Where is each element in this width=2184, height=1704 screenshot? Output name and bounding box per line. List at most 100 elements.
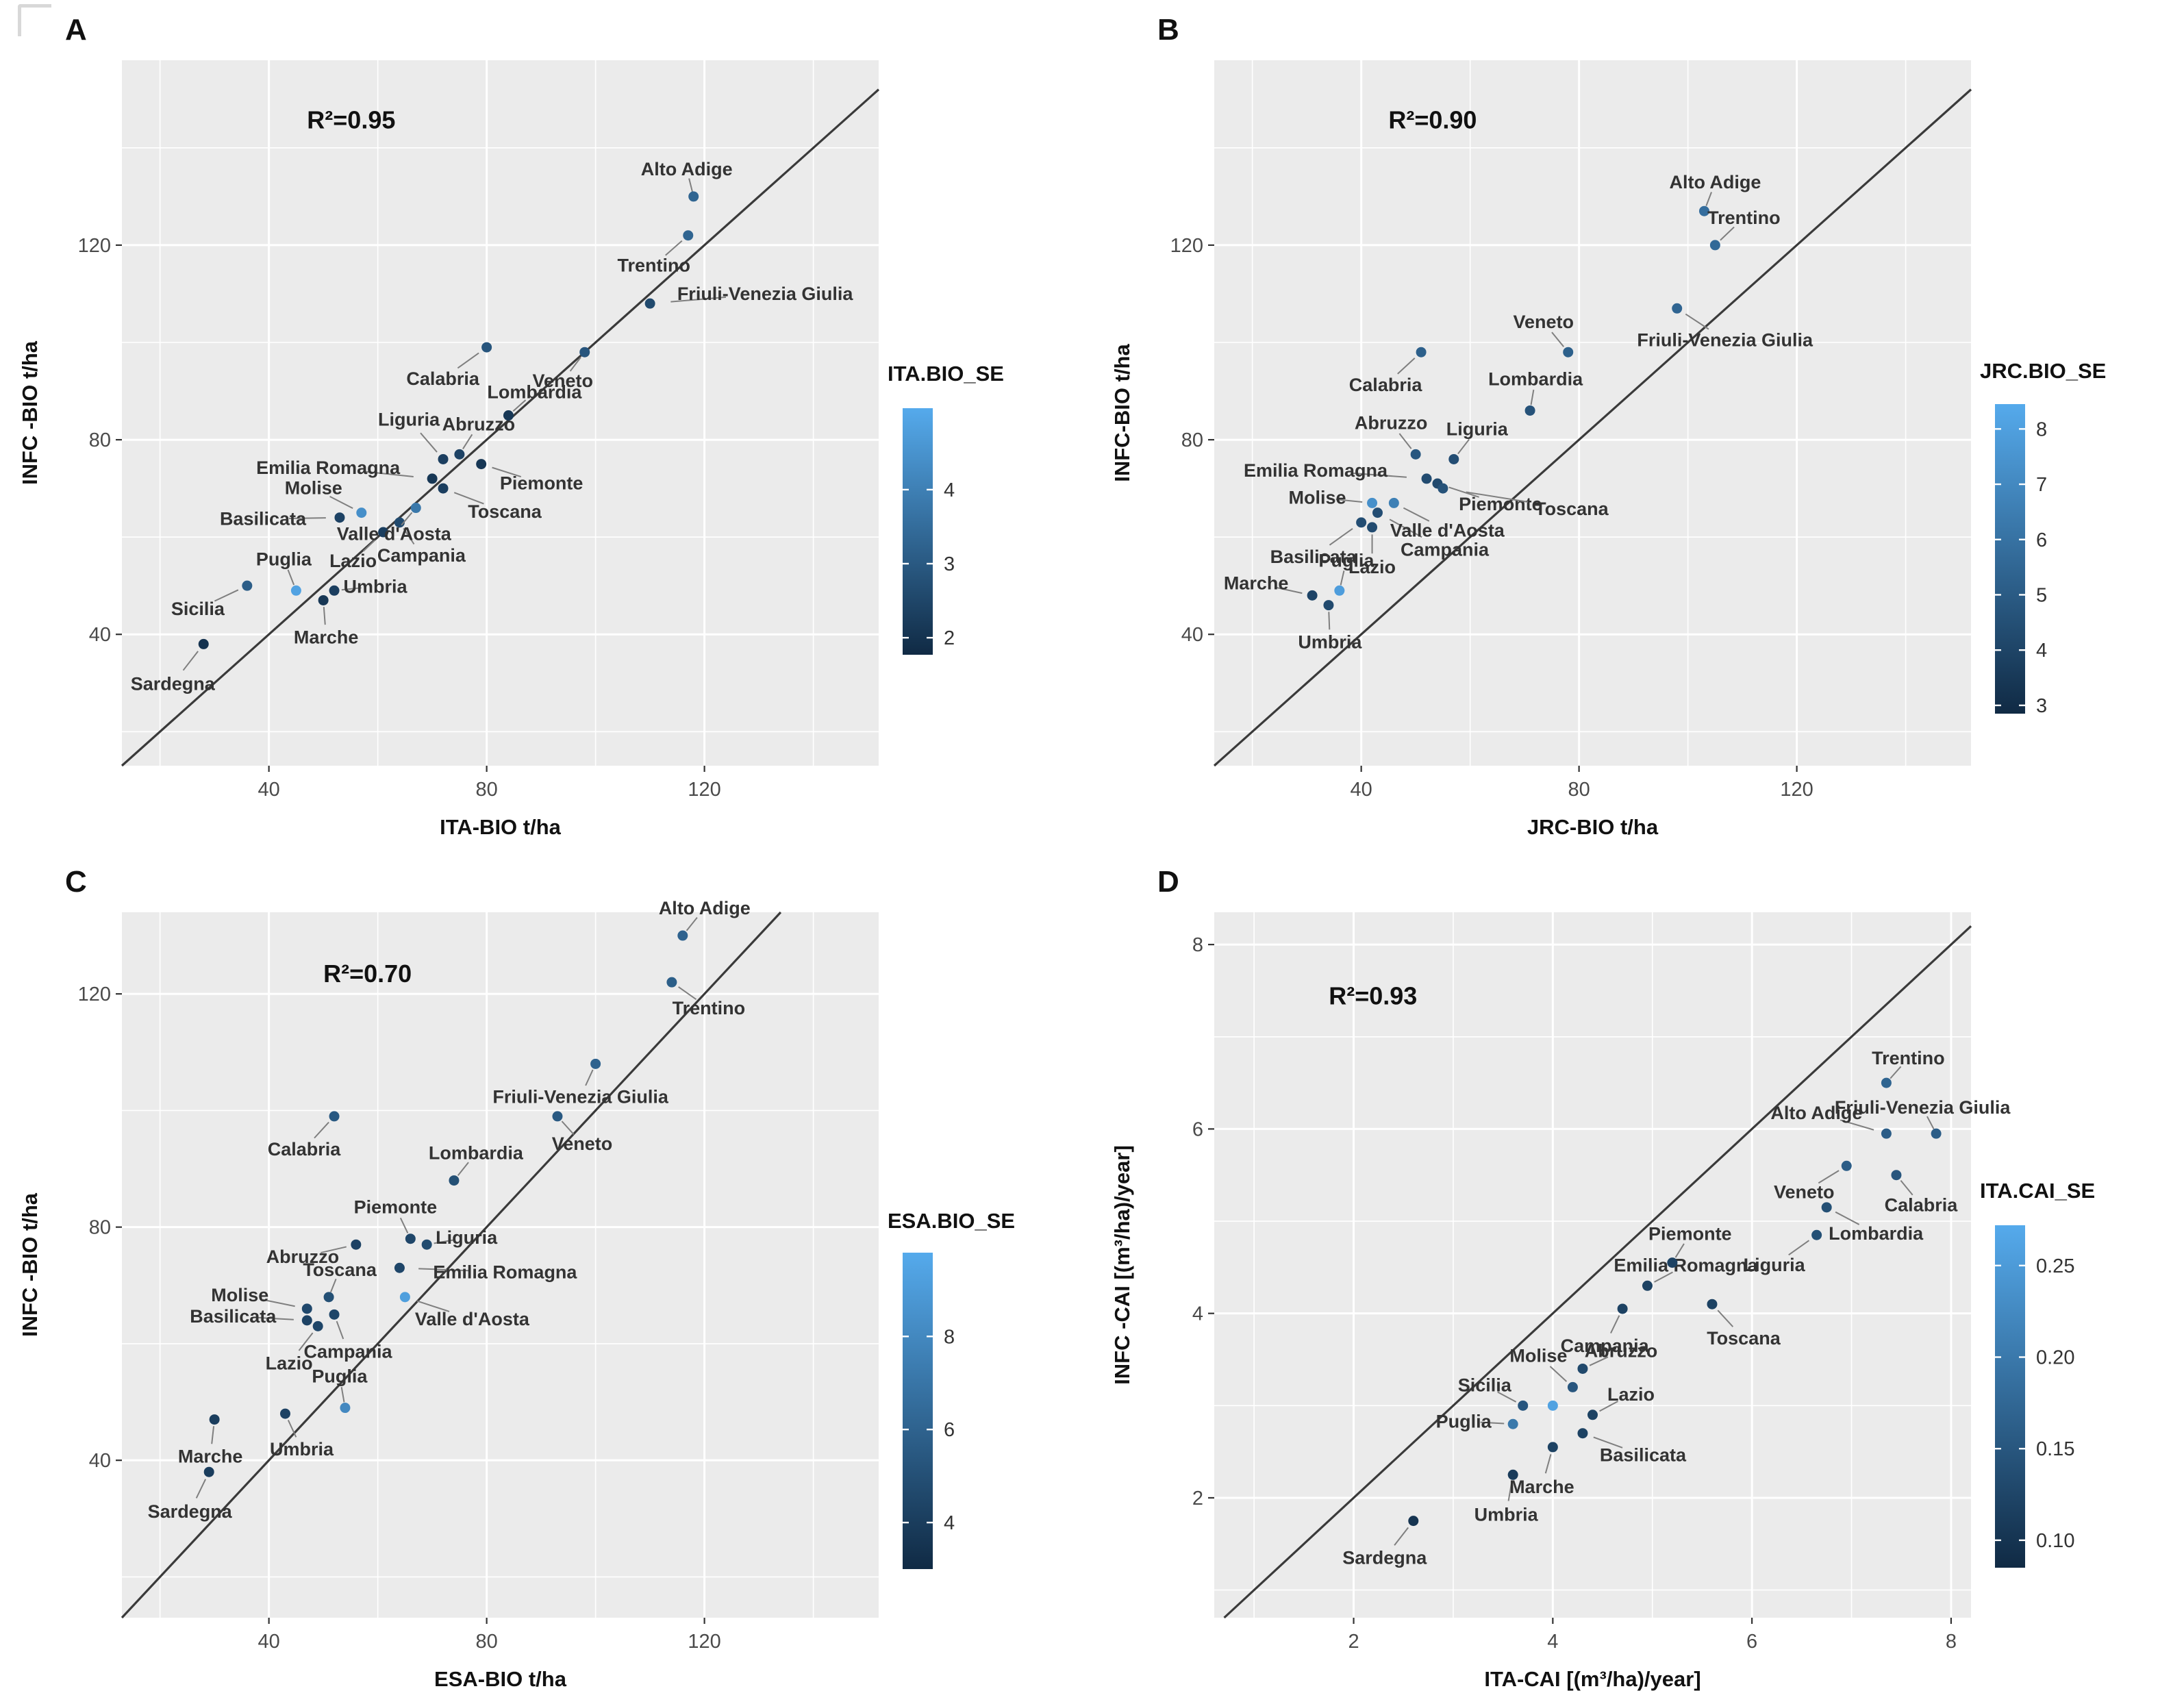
data-point-liguria [438, 453, 449, 464]
legend-tick-label: 3 [944, 553, 955, 575]
point-label: Trentino [618, 255, 691, 276]
data-point-lazio [312, 1320, 323, 1331]
label-leader-line [401, 512, 413, 526]
data-point-abruzzo [1577, 1363, 1588, 1374]
data-point-umbria [1323, 600, 1334, 611]
data-point-abruzzo [454, 449, 465, 460]
data-point-veneto [1563, 347, 1574, 358]
point-label: Piemonte [1459, 494, 1542, 514]
x-tick-label: 4 [1547, 1631, 1558, 1653]
label-leader-line [1900, 1180, 1913, 1196]
y-tick-label: 120 [78, 983, 111, 1005]
label-leader-line [321, 1246, 347, 1254]
label-leader-line [1544, 1454, 1552, 1474]
label-leader-line [258, 1316, 294, 1320]
x-tick-label: 8 [1946, 1631, 1957, 1653]
label-leader-line [287, 569, 295, 586]
point-label: Umbria [1474, 1504, 1539, 1525]
label-leader-line [262, 1299, 295, 1307]
legend-colorbar [903, 408, 933, 655]
data-point-puglia [1507, 1418, 1518, 1429]
point-label: Campania [304, 1341, 393, 1362]
plot-background [122, 912, 879, 1618]
label-leader-line [1890, 1066, 1902, 1079]
data-point-sardegna [198, 638, 209, 649]
data-point-campania [1372, 508, 1383, 518]
legend-tick-label: 0.20 [2036, 1347, 2074, 1369]
y-tick-label: 80 [1181, 429, 1203, 451]
x-tick-label: 120 [1780, 779, 1813, 801]
label-leader-line [434, 1239, 453, 1244]
label-leader-line [1530, 389, 1535, 405]
identity-line [121, 911, 782, 1619]
legend-colorbar [1995, 1225, 2025, 1568]
point-label: Emilia Romagna [433, 1262, 577, 1282]
panel-letter: B [1157, 13, 1179, 47]
label-leader-line [1549, 1366, 1568, 1382]
data-point-calabria [1891, 1170, 1902, 1181]
point-label: Abruzzo [442, 414, 515, 434]
label-leader-line [1840, 1119, 1874, 1131]
data-point-marche [209, 1414, 220, 1425]
point-label: Lombardia [1488, 368, 1583, 389]
point-label: Friuli-Venezia Giulia [1835, 1097, 2011, 1118]
point-label: Umbria [270, 1439, 334, 1459]
point-label: Toscana [1707, 1328, 1781, 1349]
panel-letter: D [1157, 865, 1179, 899]
data-point-emilia-romagna [427, 473, 438, 484]
data-point-piemonte [405, 1233, 416, 1244]
data-point-trentino [683, 230, 694, 241]
point-label: Sardegna [148, 1501, 233, 1522]
legend-tick-label: 8 [2036, 418, 2047, 440]
point-label: Emilia Romagna [256, 458, 401, 478]
data-point-alto-adige [1881, 1128, 1892, 1139]
label-leader-line [211, 1426, 215, 1444]
panel-A-chart: A R²=0.95 40 80 120 40 80 120 ITA-BIO t/ha INFC -… [18, 13, 1004, 839]
label-leader-line [1497, 1391, 1517, 1403]
data-point-lombardia [503, 410, 514, 421]
label-leader-line [329, 495, 353, 510]
point-label: Alto Adige [1669, 172, 1761, 192]
point-label: Liguria [1744, 1255, 1806, 1275]
r-squared-label: R²=0.95 [307, 105, 395, 134]
legend-colorbar [903, 1253, 933, 1569]
point-label: Trentino [1707, 208, 1781, 228]
data-point-molise [301, 1303, 312, 1314]
label-leader-line [670, 296, 727, 303]
label-leader-line [336, 1320, 344, 1340]
point-label: Calabria [1885, 1195, 1959, 1216]
data-point-valle-d-aosta [399, 1292, 410, 1303]
point-label: Campania [1561, 1336, 1650, 1356]
point-label: Campania [1401, 540, 1490, 560]
data-point-puglia [290, 585, 301, 596]
legend-colorbar [1995, 404, 2025, 714]
data-point-friuli-venezia-giulia [1672, 303, 1683, 314]
data-point-trentino [666, 977, 677, 988]
label-leader-line [1674, 1243, 1685, 1258]
point-label: Friuli-Venezia Giulia [492, 1086, 669, 1107]
x-tick-label: 120 [688, 1631, 720, 1653]
data-point-basilicata [1356, 517, 1367, 528]
point-label: Sicilia [171, 599, 225, 619]
data-point-marche [1307, 590, 1318, 601]
label-leader-line [1589, 1356, 1609, 1366]
data-point-sicilia [242, 580, 253, 591]
data-point-sicilia [1518, 1400, 1529, 1411]
panel-B-chart: B R²=0.90 40 80 120 40 80 120 JRC-BIO t/ha INFC-B… [1110, 13, 2106, 839]
data-point-lombardia [1524, 405, 1535, 416]
point-label: Basilicata [1600, 1445, 1687, 1466]
data-point-valle-d-aosta [410, 503, 421, 514]
point-label: Puglia [1436, 1411, 1492, 1431]
label-leader-line [418, 1268, 470, 1272]
label-leader-line [420, 432, 438, 453]
y-axis-title: INFC-BIO t/ha [1110, 344, 1134, 482]
legend-tick-label: 0.25 [2036, 1255, 2074, 1277]
legend-title: ESA.BIO_SE [888, 1209, 1015, 1233]
point-label: Trentino [673, 998, 746, 1018]
legend-tick-label: 6 [944, 1419, 955, 1441]
point-label: Calabria [1349, 375, 1423, 395]
label-leader-line [1389, 518, 1422, 538]
label-leader-line [1480, 1421, 1505, 1425]
r-squared-label: R²=0.90 [1388, 105, 1477, 134]
point-label: Lazio [1348, 557, 1396, 577]
